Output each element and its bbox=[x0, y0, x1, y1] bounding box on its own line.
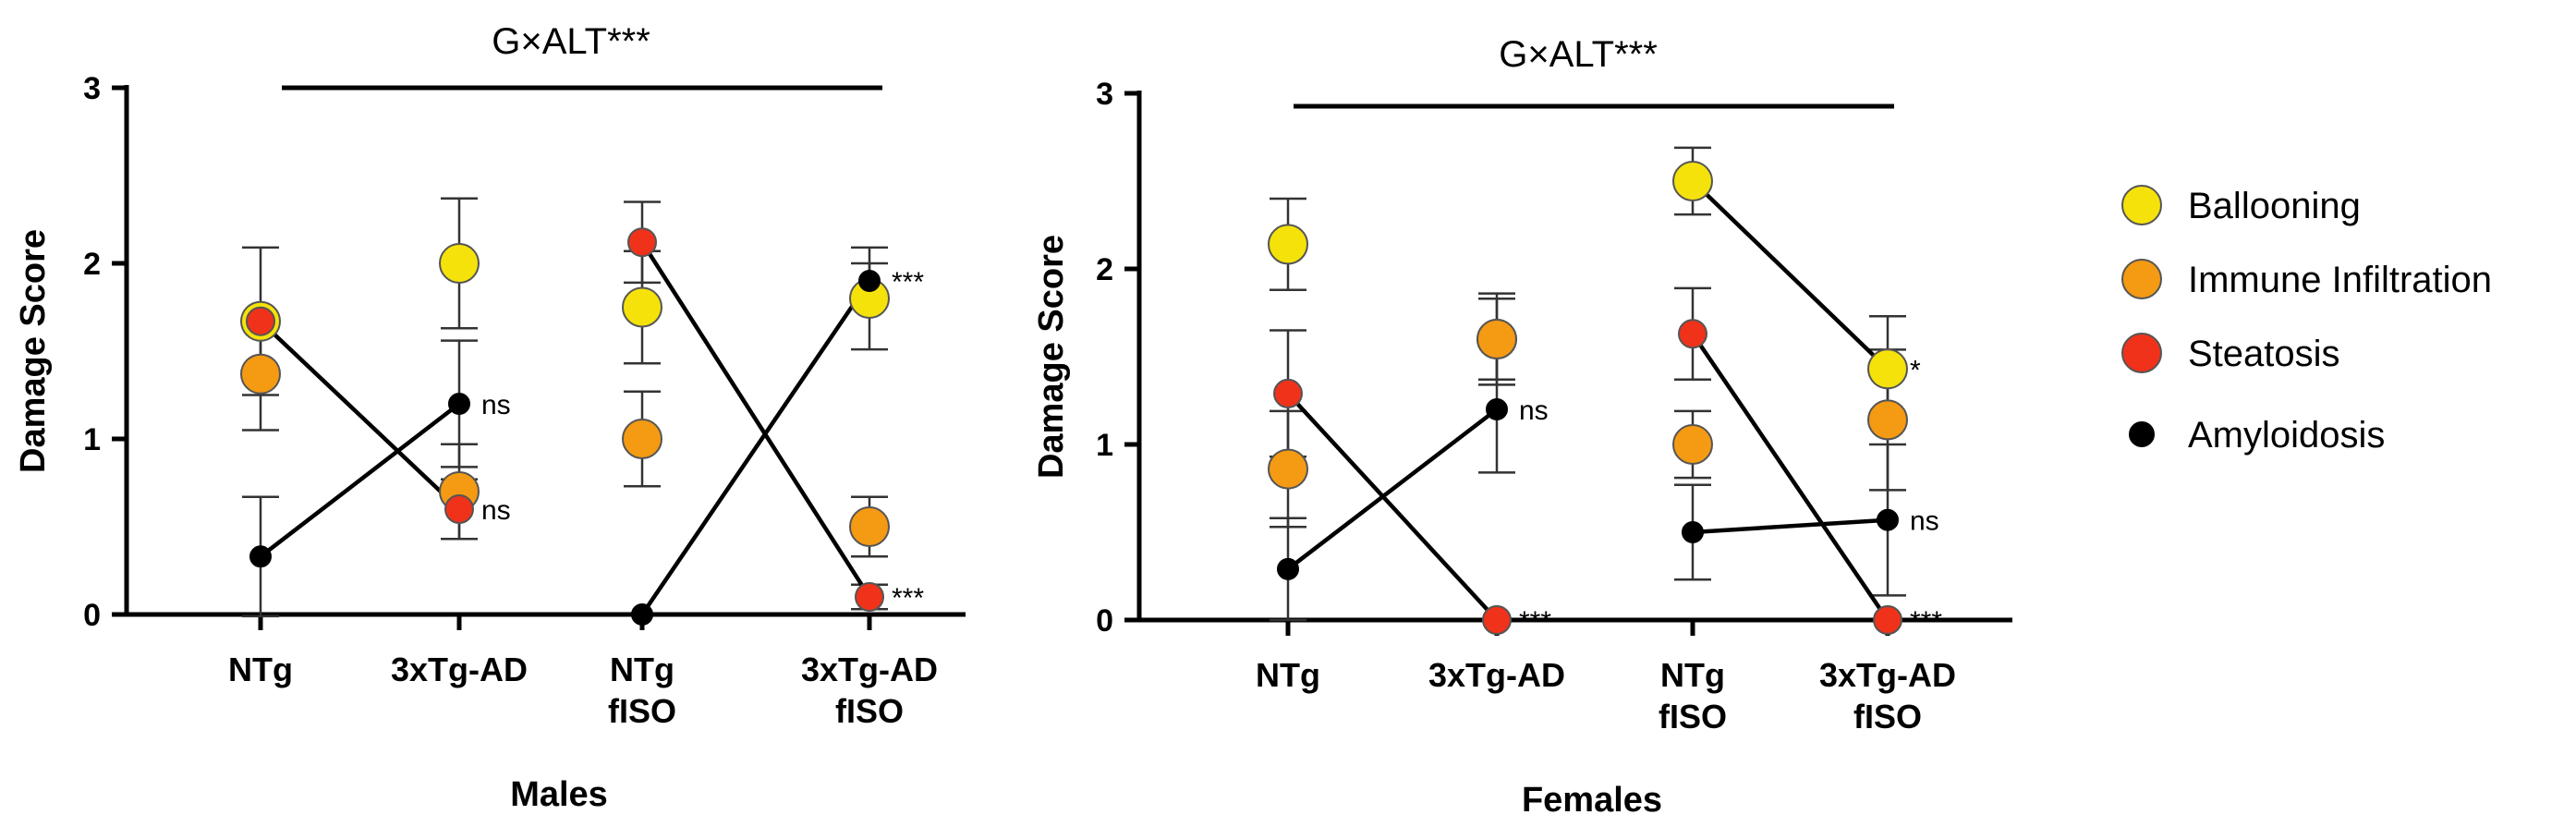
data-point-ballooning bbox=[622, 286, 662, 328]
legend-marker-ballooning bbox=[2121, 185, 2162, 225]
legend-label-immune-infiltration: Immune Infiltration bbox=[2188, 260, 2492, 300]
y-tick-label: 3 bbox=[83, 71, 101, 106]
x-axis-title: Females bbox=[1522, 781, 1662, 820]
data-point-amyloidosis bbox=[249, 545, 272, 568]
significance-label: * bbox=[1910, 355, 1921, 385]
legend-marker-steatosis bbox=[2121, 333, 2162, 373]
connector-line-ballooning bbox=[1691, 179, 1889, 371]
y-tick-label: 2 bbox=[83, 247, 101, 282]
connector-line-steatosis bbox=[1691, 333, 1889, 622]
data-point-steatosis bbox=[246, 306, 275, 336]
data-point-amyloidosis bbox=[858, 270, 881, 292]
connector-line-steatosis bbox=[1286, 392, 1499, 622]
interaction-annotation: G×ALT*** bbox=[492, 21, 650, 62]
significance-label: ns bbox=[1910, 506, 1939, 537]
x-category-label: NTg bbox=[610, 651, 674, 688]
data-point-steatosis bbox=[1482, 605, 1512, 635]
data-point-amyloidosis bbox=[631, 603, 653, 626]
data-point-amyloidosis bbox=[1877, 508, 1899, 531]
y-axis-title: Damage Score bbox=[14, 229, 53, 473]
legend-marker-immune-infiltration bbox=[2121, 259, 2162, 299]
data-point-amyloidosis bbox=[1486, 398, 1508, 420]
x-category-label: fISO bbox=[1659, 698, 1727, 736]
data-point-steatosis bbox=[444, 494, 474, 524]
connector-line-steatosis bbox=[640, 240, 871, 599]
significance-label: ns bbox=[481, 390, 511, 420]
legend-item-ballooning: Ballooning bbox=[2121, 185, 2361, 226]
x-category-label: 3xTg-AD bbox=[1428, 656, 1565, 694]
data-point-immune-infiltration bbox=[1672, 424, 1713, 465]
y-tick-label: 1 bbox=[83, 422, 101, 457]
x-category-label: 3xTg-AD bbox=[801, 651, 938, 688]
x-category-label: fISO bbox=[1853, 698, 1922, 736]
data-point-ballooning bbox=[1867, 348, 1908, 390]
x-category-label: 3xTg-AD bbox=[1819, 656, 1956, 694]
legend-item-steatosis: Steatosis bbox=[2121, 333, 2340, 374]
data-point-immune-infiltration bbox=[849, 506, 890, 547]
data-point-ballooning bbox=[1268, 224, 1308, 265]
significance-label: ns bbox=[1519, 395, 1549, 426]
data-point-steatosis bbox=[1873, 605, 1902, 635]
x-category-label: NTg bbox=[1256, 656, 1320, 694]
data-point-immune-infiltration bbox=[1476, 319, 1517, 359]
data-point-immune-infiltration bbox=[1867, 399, 1908, 441]
y-tick-label: 2 bbox=[1096, 252, 1113, 287]
x-category-label: NTg bbox=[1660, 656, 1725, 694]
connector-line-amyloidosis bbox=[640, 279, 871, 616]
connector-line-steatosis bbox=[259, 320, 461, 511]
significance-label: ns bbox=[481, 495, 511, 526]
x-category-label: fISO bbox=[608, 692, 676, 730]
data-point-immune-infiltration bbox=[1268, 448, 1308, 490]
connector-line-amyloidosis bbox=[1286, 407, 1499, 571]
connector-line-amyloidosis bbox=[1692, 517, 1889, 535]
significance-label: *** bbox=[892, 583, 924, 614]
x-category-label: NTg bbox=[228, 651, 293, 688]
data-point-steatosis bbox=[855, 582, 884, 612]
males-panel: 0 1 2 3 NTg 3xTg-AD NTg fISO 3xTg-AD fISO Males Dam… bbox=[14, 21, 966, 814]
x-category-label: 3xTg-AD bbox=[391, 651, 528, 688]
legend-item-immune-infiltration: Immune Infiltration bbox=[2121, 259, 2492, 300]
data-point-ballooning bbox=[1672, 161, 1713, 201]
legend-label-steatosis: Steatosis bbox=[2188, 334, 2340, 374]
significance-label: *** bbox=[1910, 606, 1942, 637]
legend-label-ballooning: Ballooning bbox=[2188, 186, 2361, 226]
data-point-amyloidosis bbox=[1682, 521, 1704, 543]
x-axis-title: Males bbox=[510, 775, 608, 814]
data-point-steatosis bbox=[1678, 319, 1707, 349]
y-tick-label: 0 bbox=[83, 598, 101, 633]
data-point-steatosis bbox=[627, 227, 657, 258]
data-point-ballooning bbox=[439, 243, 480, 284]
y-axis-title: Damage Score bbox=[1032, 235, 1071, 479]
y-tick-label: 0 bbox=[1096, 603, 1113, 638]
interaction-annotation: G×ALT*** bbox=[1499, 34, 1658, 75]
legend: Ballooning Immune Infiltration Steatosis… bbox=[2121, 185, 2492, 456]
legend-label-amyloidosis: Amyloidosis bbox=[2188, 415, 2385, 456]
data-point-amyloidosis bbox=[1277, 557, 1299, 580]
data-point-steatosis bbox=[1273, 378, 1303, 408]
significance-label: *** bbox=[892, 267, 924, 298]
data-point-amyloidosis bbox=[448, 393, 470, 415]
legend-marker-amyloidosis bbox=[2129, 421, 2155, 447]
x-category-label: fISO bbox=[835, 692, 904, 730]
data-point-immune-infiltration bbox=[622, 419, 662, 459]
y-tick-label: 3 bbox=[1096, 77, 1113, 112]
females-panel: 0 1 2 3 NTg 3xTg-AD NTg fISO 3xTg-AD fISO Females D… bbox=[1032, 34, 2012, 820]
y-tick-label: 1 bbox=[1096, 428, 1113, 463]
significance-label: *** bbox=[1519, 606, 1551, 637]
data-point-immune-infiltration bbox=[240, 353, 281, 395]
connector-line-amyloidosis bbox=[259, 402, 461, 559]
legend-item-amyloidosis: Amyloidosis bbox=[2129, 415, 2385, 456]
